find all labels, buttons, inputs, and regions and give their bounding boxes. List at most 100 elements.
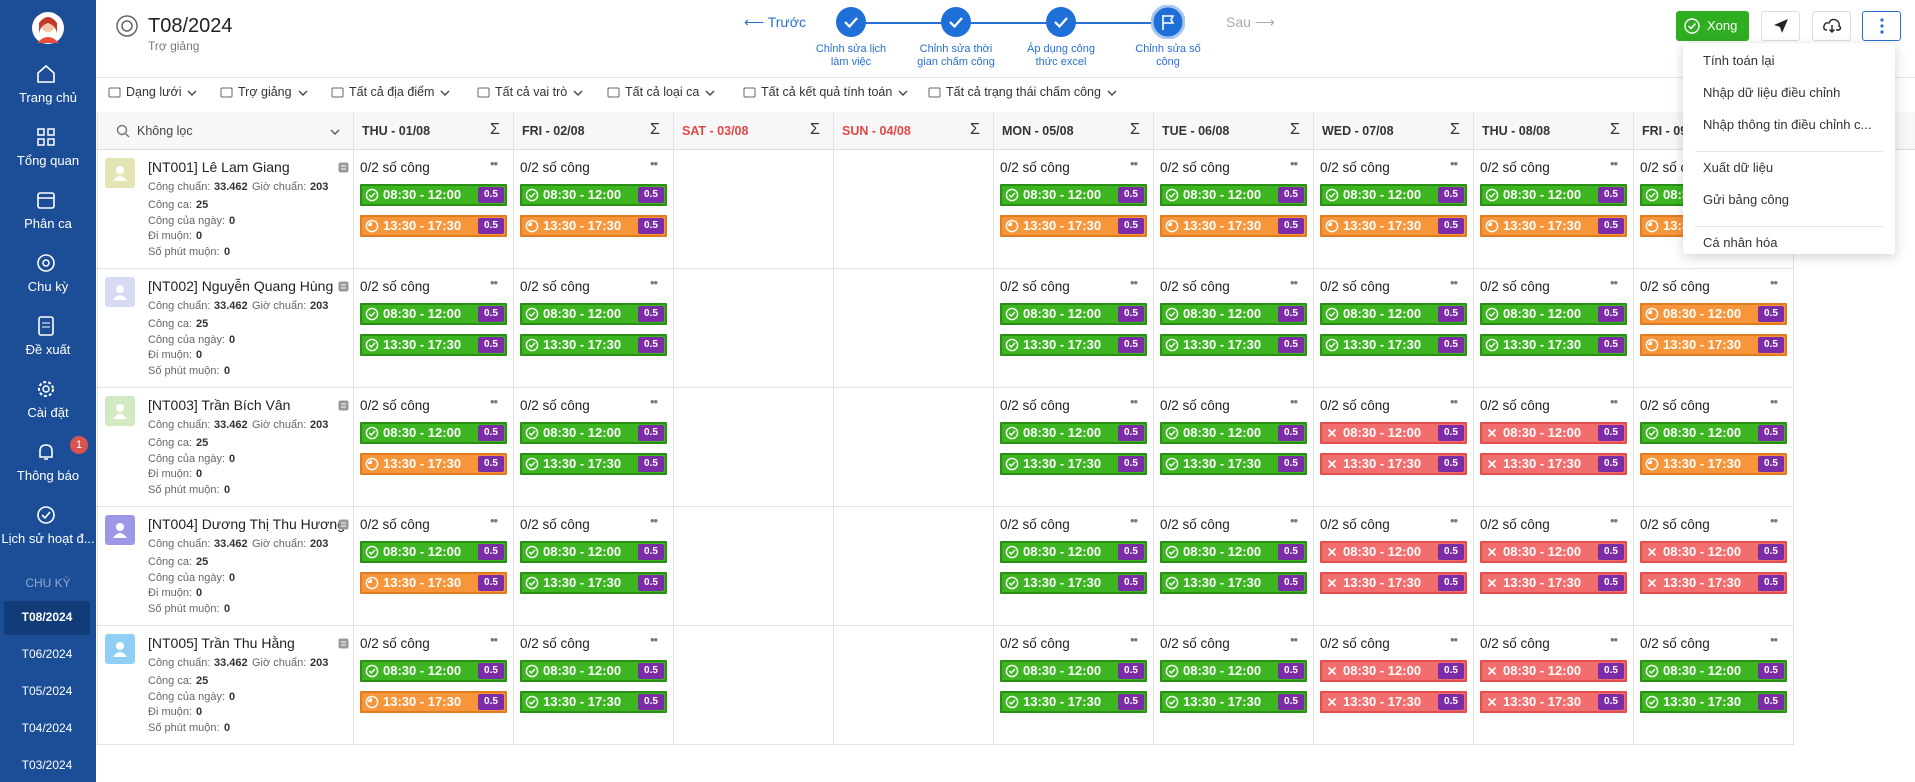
- shift-chip[interactable]: 13:30 - 17:30 0.5: [1640, 691, 1787, 713]
- cell-more[interactable]: ••: [490, 394, 498, 409]
- search-input[interactable]: Không lọc: [137, 124, 193, 138]
- shift-chip[interactable]: 13:30 - 17:30 0.5: [1000, 572, 1147, 594]
- cell-more[interactable]: ••: [1450, 156, 1458, 171]
- icon-button[interactable]: [1862, 11, 1901, 41]
- shift-chip[interactable]: 13:30 - 17:30 0.5: [1480, 453, 1627, 475]
- nav-label[interactable]: Lịch sử hoạt đ...: [1, 531, 95, 546]
- shift-chip[interactable]: 13:30 - 17:30 0.5: [360, 334, 507, 356]
- shift-chip[interactable]: 13:30 - 17:30 0.5: [1320, 453, 1467, 475]
- shift-chip[interactable]: 13:30 - 17:30 0.5: [1160, 453, 1307, 475]
- shift-chip[interactable]: 08:30 - 12:00 0.5: [360, 303, 507, 325]
- cell-more[interactable]: ••: [1130, 275, 1138, 290]
- nav-label[interactable]: Cài đặt: [27, 405, 69, 420]
- period-item[interactable]: T05/2024: [4, 675, 90, 709]
- sum-icon[interactable]: Σ: [970, 121, 980, 138]
- shift-chip[interactable]: 13:30 - 17:30 0.5: [520, 691, 667, 713]
- shift-chip[interactable]: 08:30 - 12:00 0.5: [1320, 541, 1467, 563]
- filter-dropdown[interactable]: Dạng lưới: [108, 82, 199, 104]
- shift-chip[interactable]: 13:30 - 17:30 0.5: [1480, 215, 1627, 237]
- cell-more[interactable]: ••: [1450, 513, 1458, 528]
- shift-chip[interactable]: 08:30 - 12:00 0.5: [1320, 422, 1467, 444]
- filter-dropdown[interactable]: Tất cả kết quả tính toán: [743, 82, 910, 104]
- shift-chip[interactable]: 08:30 - 12:00 0.5: [1480, 184, 1627, 206]
- cell-more[interactable]: ••: [1450, 632, 1458, 647]
- period-item[interactable]: T04/2024: [4, 712, 90, 746]
- shift-chip[interactable]: 08:30 - 12:00 0.5: [1000, 184, 1147, 206]
- shift-chip[interactable]: 13:30 - 17:30 0.5: [1480, 691, 1627, 713]
- shift-chip[interactable]: 08:30 - 12:00 0.5: [1480, 303, 1627, 325]
- nav-label[interactable]: Chu kỳ: [27, 279, 69, 294]
- menu-item[interactable]: Tính toán lại: [1703, 53, 1775, 68]
- shift-chip[interactable]: 08:30 - 12:00 0.5: [360, 541, 507, 563]
- cell-more[interactable]: ••: [1770, 632, 1778, 647]
- menu-item[interactable]: Xuất dữ liệu: [1703, 160, 1774, 175]
- sum-icon[interactable]: Σ: [1450, 121, 1460, 138]
- cell-more[interactable]: ••: [1290, 632, 1298, 647]
- filter-dropdown[interactable]: Tất cả vai trò: [477, 82, 585, 104]
- done-button[interactable]: Xong: [1676, 11, 1749, 41]
- shift-chip[interactable]: 13:30 - 17:30 0.5: [520, 572, 667, 594]
- employee-name[interactable]: [NT005] Trần Thu Hằng: [148, 635, 295, 651]
- shift-chip[interactable]: 08:30 - 12:00 0.5: [360, 422, 507, 444]
- shift-chip[interactable]: 08:30 - 12:00 0.5: [1640, 422, 1787, 444]
- menu-item[interactable]: Nhập dữ liệu điều chỉnh: [1703, 85, 1841, 100]
- shift-chip[interactable]: 08:30 - 12:00 0.5: [1480, 660, 1627, 682]
- shift-chip[interactable]: 13:30 - 17:30 0.5: [1320, 572, 1467, 594]
- cell-more[interactable]: ••: [1610, 513, 1618, 528]
- shift-chip[interactable]: 13:30 - 17:30 0.5: [1000, 691, 1147, 713]
- cell-more[interactable]: ••: [650, 275, 658, 290]
- shift-chip[interactable]: 13:30 - 17:30 0.5: [360, 453, 507, 475]
- shift-chip[interactable]: 08:30 - 12:00 0.5: [360, 184, 507, 206]
- shift-chip[interactable]: 13:30 - 17:30 0.5: [1000, 453, 1147, 475]
- sum-icon[interactable]: Σ: [650, 121, 660, 138]
- shift-chip[interactable]: 08:30 - 12:00 0.5: [1480, 422, 1627, 444]
- cell-more[interactable]: ••: [1610, 632, 1618, 647]
- shift-chip[interactable]: 08:30 - 12:00 0.5: [1320, 660, 1467, 682]
- cell-more[interactable]: ••: [1290, 513, 1298, 528]
- shift-chip[interactable]: 08:30 - 12:00 0.5: [1640, 660, 1787, 682]
- cell-more[interactable]: ••: [1290, 275, 1298, 290]
- employee-name[interactable]: [NT002] Nguyễn Quang Hùng: [148, 278, 334, 294]
- filter-dropdown[interactable]: Trợ giảng: [220, 82, 310, 104]
- cell-more[interactable]: ••: [490, 275, 498, 290]
- shift-chip[interactable]: 13:30 - 17:30 0.5: [1640, 572, 1787, 594]
- shift-chip[interactable]: 08:30 - 12:00 0.5: [1160, 184, 1307, 206]
- menu-item[interactable]: Nhập thông tin điều chỉnh c...: [1703, 117, 1872, 132]
- shift-chip[interactable]: 08:30 - 12:00 0.5: [360, 660, 507, 682]
- cell-more[interactable]: ••: [1610, 394, 1618, 409]
- shift-chip[interactable]: 08:30 - 12:00 0.5: [1000, 422, 1147, 444]
- shift-chip[interactable]: 13:30 - 17:30 0.5: [360, 215, 507, 237]
- nav-label[interactable]: Tổng quan: [16, 153, 80, 168]
- shift-chip[interactable]: 13:30 - 17:30 0.5: [1320, 691, 1467, 713]
- cell-more[interactable]: ••: [1450, 275, 1458, 290]
- shift-chip[interactable]: 08:30 - 12:00 0.5: [520, 660, 667, 682]
- shift-chip[interactable]: 08:30 - 12:00 0.5: [1320, 303, 1467, 325]
- shift-chip[interactable]: 13:30 - 17:30 0.5: [360, 572, 507, 594]
- shift-chip[interactable]: 08:30 - 12:00 0.5: [1000, 660, 1147, 682]
- cell-more[interactable]: ••: [490, 513, 498, 528]
- cell-more[interactable]: ••: [1610, 156, 1618, 171]
- icon-button[interactable]: [1812, 11, 1851, 41]
- cell-more[interactable]: ••: [1290, 156, 1298, 171]
- shift-chip[interactable]: 08:30 - 12:00 0.5: [1160, 660, 1307, 682]
- employee-name[interactable]: [NT004] Dương Thị Thu Hương: [148, 516, 345, 532]
- nav-label[interactable]: Đề xuất: [25, 342, 71, 357]
- shift-chip[interactable]: 08:30 - 12:00 0.5: [1320, 184, 1467, 206]
- shift-chip[interactable]: 13:30 - 17:30 0.5: [1640, 334, 1787, 356]
- sum-icon[interactable]: Σ: [1290, 121, 1300, 138]
- sum-icon[interactable]: Σ: [1130, 121, 1140, 138]
- shift-chip[interactable]: 13:30 - 17:30 0.5: [1320, 215, 1467, 237]
- cell-more[interactable]: ••: [650, 513, 658, 528]
- filter-dropdown[interactable]: Tất cả địa điểm: [331, 82, 452, 104]
- employee-name[interactable]: [NT001] Lê Lam Giang: [148, 159, 290, 175]
- cell-more[interactable]: ••: [650, 394, 658, 409]
- cell-more[interactable]: ••: [650, 632, 658, 647]
- employee-name[interactable]: [NT003] Trần Bích Vân: [148, 397, 291, 413]
- cell-more[interactable]: ••: [1130, 394, 1138, 409]
- shift-chip[interactable]: 13:30 - 17:30 0.5: [1160, 334, 1307, 356]
- prev-button[interactable]: ⟵ Trước: [744, 14, 806, 30]
- shift-chip[interactable]: 13:30 - 17:30 0.5: [1160, 691, 1307, 713]
- next-button[interactable]: Sau ⟶: [1226, 14, 1275, 30]
- cell-more[interactable]: ••: [1770, 275, 1778, 290]
- shift-chip[interactable]: 13:30 - 17:30 0.5: [1320, 334, 1467, 356]
